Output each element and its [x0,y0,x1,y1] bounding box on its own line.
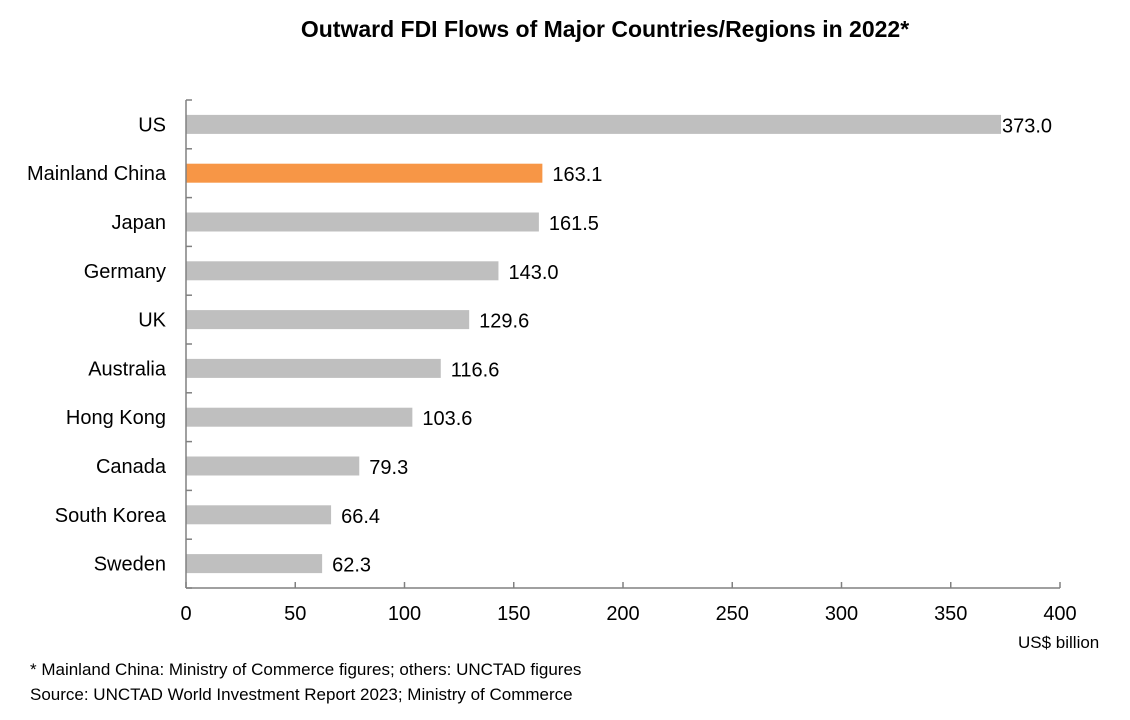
category-label: US [138,114,166,136]
bar-sweden [186,554,323,574]
x-tick-label: 0 [180,603,191,625]
x-tick-label: 150 [497,603,530,625]
category-label: Canada [96,456,167,478]
data-label: 116.6 [451,359,500,381]
data-label: 373.0 [1002,115,1052,137]
data-label: 66.4 [341,506,380,528]
category-label: Sweden [94,554,166,576]
footnote: * Mainland China: Ministry of Commerce f… [30,660,582,679]
x-tick-label: 300 [825,603,858,625]
category-label: Germany [84,261,166,283]
data-label: 143.0 [508,262,558,284]
data-label: 62.3 [332,555,371,577]
data-label: 161.5 [549,213,599,235]
category-label: South Korea [55,505,167,527]
bar-germany [186,261,499,281]
category-label: Japan [112,212,167,234]
data-label: 163.1 [552,164,602,186]
data-label: 103.6 [422,408,472,430]
category-label: Mainland China [27,163,167,185]
data-label: 79.3 [369,457,408,479]
x-tick-label: 100 [388,603,421,625]
x-tick-label: 350 [934,603,967,625]
bar-us [186,114,1002,134]
x-tick-label: 200 [606,603,639,625]
data-label: 129.6 [479,311,529,333]
bar-japan [186,212,539,232]
x-tick-label: 50 [284,603,306,625]
bar-australia [186,358,441,378]
x-tick-label: 250 [716,603,749,625]
bar-uk [186,310,470,330]
x-tick-label: 400 [1043,603,1076,625]
chart-title: Outward FDI Flows of Major Countries/Reg… [300,16,910,42]
bar-south-korea [186,505,332,525]
category-label: Australia [88,358,167,380]
bar-mainland-china [186,163,543,183]
category-label: Hong Kong [66,407,166,429]
source-note: Source: UNCTAD World Investment Report 2… [30,685,573,704]
x-axis-label: US$ billion [1018,633,1100,652]
bar-canada [186,456,360,476]
category-label: UK [138,310,166,332]
bar-hong-kong [186,407,413,427]
